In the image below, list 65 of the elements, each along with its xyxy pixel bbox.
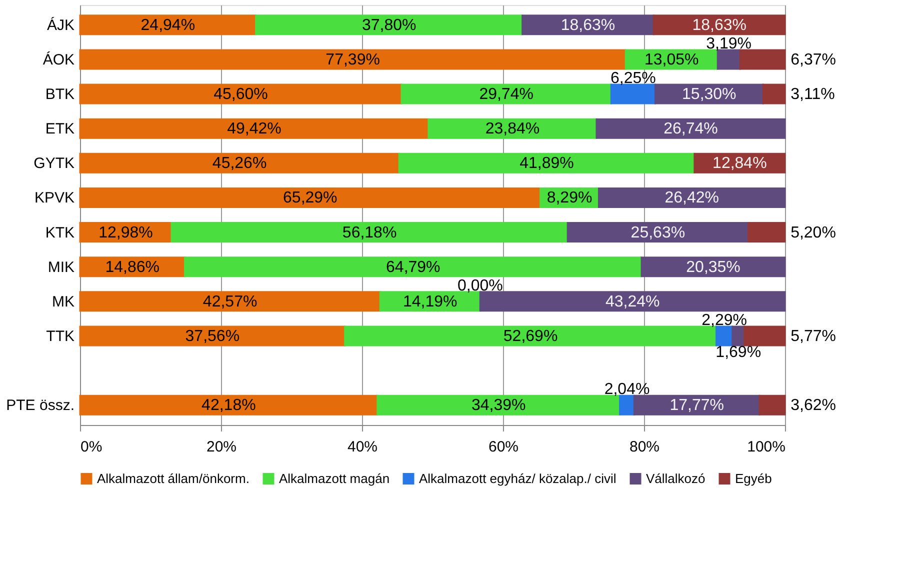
data-label: 6,37%: [790, 51, 836, 68]
data-label: 65,29%: [283, 190, 338, 207]
data-label: 49,42%: [227, 120, 282, 138]
data-label: 34,39%: [471, 397, 526, 414]
data-label: 52,69%: [503, 328, 558, 345]
data-label: 77,39%: [326, 51, 380, 68]
data-label: 42,57%: [202, 293, 258, 310]
x-tick-label: 100%: [747, 438, 786, 456]
data-label: 18,63%: [560, 16, 616, 34]
data-label: 14,19%: [403, 293, 458, 310]
y-tick-label: ÁOK: [42, 50, 74, 68]
data-label: 45,60%: [214, 86, 268, 104]
y-tick-label: KTK: [45, 224, 74, 242]
y-tick-label: PTE össz.: [6, 397, 74, 414]
data-label: 43,24%: [605, 293, 660, 310]
data-label: 42,18%: [202, 397, 256, 414]
data-label: 56,18%: [342, 224, 397, 242]
data-label: 26,42%: [664, 190, 719, 207]
y-tick-label: TTK: [46, 328, 74, 345]
legend-label: Alkalmazott egyház/ közalap./ civil: [419, 470, 616, 486]
x-tick-label: 60%: [488, 438, 519, 456]
data-label: 5,77%: [790, 328, 836, 345]
data-label: 2,04%: [604, 381, 650, 398]
legend-label: Vállalkozó: [646, 470, 706, 486]
data-label: 3,11%: [790, 86, 835, 104]
data-label: 37,80%: [362, 16, 416, 34]
y-tick-label: BTK: [45, 86, 74, 104]
data-label: 45,26%: [212, 155, 267, 172]
data-label: 64,79%: [386, 258, 440, 276]
data-label: 12,84%: [712, 155, 767, 172]
data-label: 24,94%: [140, 16, 196, 34]
data-label: 1,69%: [716, 344, 762, 361]
data-label: 41,89%: [520, 155, 574, 172]
y-tick-label: MIK: [48, 258, 74, 276]
x-tick-label: 80%: [629, 438, 660, 456]
x-tick-label: 0%: [80, 438, 102, 456]
data-label: 5,20%: [790, 224, 836, 242]
data-label: 23,84%: [485, 120, 540, 138]
data-label: 29,74%: [479, 86, 534, 104]
data-label: 6,25%: [610, 70, 656, 88]
x-tick-label: 20%: [206, 438, 237, 456]
data-label: 17,77%: [670, 397, 724, 414]
data-label: 2,29%: [702, 312, 748, 329]
data-label: 8,29%: [546, 190, 592, 207]
data-label: 26,74%: [664, 120, 718, 138]
legend-label: Alkalmazott állam/önkorm.: [97, 470, 250, 486]
data-label: 3,19%: [706, 35, 752, 52]
data-label: 18,63%: [692, 16, 746, 34]
data-label: 20,35%: [686, 258, 740, 276]
data-label: 3,62%: [790, 397, 836, 414]
data-label: 25,63%: [630, 224, 686, 242]
data-label: 0,00%: [457, 277, 503, 294]
y-tick-label: GYTK: [34, 155, 74, 172]
legend-label: Egyéb: [735, 470, 772, 486]
data-label: 13,05%: [644, 51, 699, 68]
y-tick-label: MK: [52, 293, 74, 310]
y-tick-label: ÁJK: [46, 16, 74, 34]
legend-label: Alkalmazott magán: [279, 470, 390, 486]
data-label: 37,56%: [185, 328, 240, 345]
data-label: 12,98%: [98, 224, 153, 242]
y-tick-label: ETK: [45, 120, 74, 138]
y-tick-label: KPVK: [34, 190, 74, 207]
x-tick-label: 40%: [347, 438, 378, 456]
data-label: 15,30%: [682, 86, 736, 104]
data-label: 14,86%: [105, 258, 160, 276]
